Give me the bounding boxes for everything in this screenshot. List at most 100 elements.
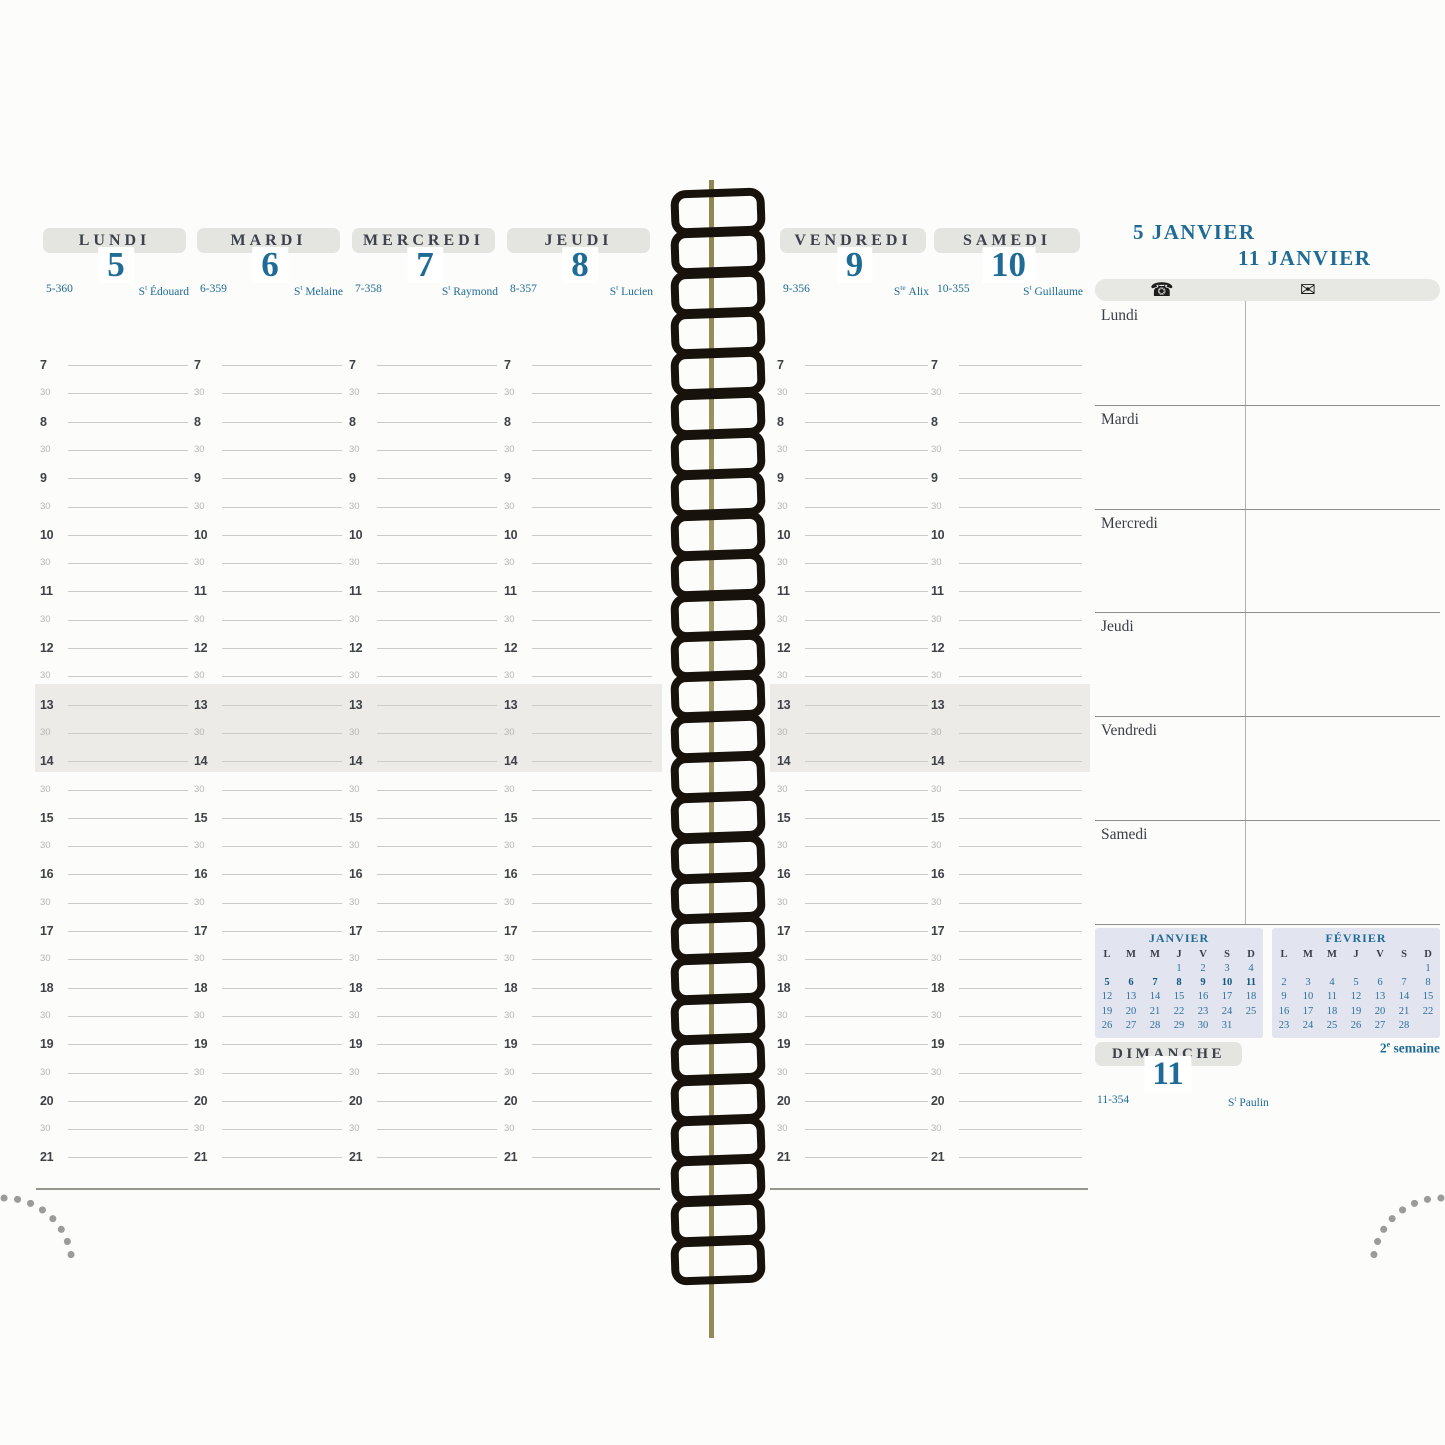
time-slot-line [532, 931, 652, 932]
time-label: 11 [40, 584, 53, 599]
time-label: 30 [40, 1066, 51, 1078]
time-slot: 30 [504, 894, 656, 912]
time-label: 30 [504, 1009, 515, 1021]
day-column-mercredi: MERCREDI 7-358 7 St Raymond 7 30 8 30 9 30 10 30 11 3… [349, 222, 501, 1187]
time-slot: 7 [931, 356, 1086, 374]
time-slot: 30 [40, 1007, 192, 1025]
note-day-label: Vendredi [1101, 722, 1157, 740]
time-grid: 7 30 8 30 9 30 10 30 11 30 12 30 13 30 14 30 15 30 16 30 17 3… [931, 356, 1086, 1186]
time-slot: 30 [504, 1064, 656, 1082]
time-label: 19 [931, 1037, 945, 1052]
time-label: 30 [504, 613, 515, 625]
time-label: 21 [931, 1150, 945, 1165]
time-slot: 19 [349, 1035, 501, 1053]
time-slot-line [68, 449, 188, 451]
time-slot-line [68, 676, 188, 678]
time-slot: 30 [504, 837, 656, 855]
time-slot: 13 [777, 696, 932, 714]
time-label: 12 [777, 641, 791, 655]
time-slot-line [805, 506, 928, 508]
time-slot-line [377, 506, 497, 508]
time-slot: 18 [504, 979, 656, 997]
time-slot-line [959, 676, 1082, 678]
day-header: 8-357 8 St Lucien [504, 247, 656, 311]
time-label: 30 [349, 1123, 360, 1135]
time-grid: 7 30 8 30 9 30 10 30 11 30 12 30 13 30 14 30 15 30 16 30 17 3… [40, 356, 192, 1186]
corner-perforation-dots-left [0, 1194, 76, 1270]
time-slot-line [377, 393, 497, 395]
calendar-cell [1239, 1019, 1263, 1033]
time-slot: 30 [40, 781, 192, 799]
time-slot: 12 [504, 639, 656, 657]
time-label: 30 [40, 726, 51, 738]
week-number-sup: e [1386, 1040, 1391, 1049]
time-slot: 30 [194, 950, 346, 968]
time-label: 30 [349, 613, 360, 625]
time-label: 18 [504, 980, 518, 995]
time-slot: 30 [194, 894, 346, 912]
time-label: 30 [194, 500, 205, 512]
note-day-label: Lundi [1101, 307, 1139, 324]
time-slot-line [222, 449, 342, 451]
day-header: 10-355 10 St Guillaume [931, 247, 1086, 311]
time-label: 30 [40, 670, 51, 682]
calendar-cell: 13 [1374, 991, 1386, 1003]
time-label: 19 [194, 1037, 208, 1052]
mini-calendar-janvier: JANVIER L M M J V S D 1 2 3 4 5 6 7 8 9 10 11 12 13 14 15 16 17 1… [1095, 928, 1263, 1038]
time-label: 21 [349, 1150, 363, 1165]
time-slot-line [805, 619, 928, 621]
time-label: 30 [194, 1066, 205, 1078]
time-slot: 7 [777, 356, 932, 374]
calendar-cell [1296, 962, 1320, 976]
time-slot: 11 [349, 582, 501, 600]
time-slot-line [377, 365, 497, 366]
time-slot: 8 [504, 413, 656, 431]
time-slot: 12 [931, 639, 1086, 657]
mini-calendar-fevrier: FÉVRIER L M M J V S D 1 2 3 4 5 6 7 8 9 10 11 12 13 14 15 16 17 1… [1272, 928, 1440, 1038]
calendar-cell: 1 [1425, 963, 1431, 974]
time-slot: 30 [349, 441, 501, 459]
time-label: 19 [777, 1037, 791, 1052]
time-label: 30 [777, 387, 788, 399]
spiral-spine [709, 180, 714, 1338]
day-number: 7 [407, 247, 443, 283]
time-label: 30 [349, 726, 360, 738]
time-slot: 19 [504, 1035, 656, 1053]
time-slot: 30 [777, 724, 932, 742]
time-slot: 30 [194, 667, 346, 685]
time-slot: 30 [504, 724, 656, 742]
time-label: 30 [777, 726, 788, 738]
time-slot: 30 [777, 611, 932, 629]
time-slot-line [805, 1157, 928, 1159]
calendar-cell: 21 [1398, 1005, 1410, 1017]
time-slot-line [532, 478, 652, 480]
time-slot-line [377, 902, 497, 904]
day-name-label: LUNDI [78, 231, 151, 249]
time-slot: 30 [194, 554, 346, 572]
note-day-label: Jeudi [1101, 618, 1134, 636]
time-slot-line [222, 704, 342, 706]
time-slot-line [805, 449, 928, 451]
calendar-cell: 20 [1125, 1005, 1137, 1017]
time-label: 8 [349, 414, 356, 429]
time-label: 30 [931, 1066, 942, 1078]
time-slot-line [222, 902, 342, 904]
time-slot: 30 [194, 384, 346, 402]
time-slot-line [805, 563, 928, 565]
time-slot-line [959, 902, 1082, 904]
week-number-label: 2e semaine [1330, 1040, 1440, 1057]
time-label: 13 [40, 697, 54, 712]
day-saint: St Lucien [609, 283, 653, 298]
time-label: 13 [931, 697, 945, 712]
time-label: 12 [931, 641, 945, 655]
time-slot-line [377, 534, 497, 536]
time-slot: 16 [931, 865, 1086, 883]
time-slot-line [377, 846, 497, 848]
time-slot-line [222, 1157, 342, 1159]
day-column-samedi: SAMEDI 10-355 10 St Guillaume 7 30 8 30 9 30 10 30 1… [931, 222, 1086, 1187]
time-slot-line [959, 1015, 1082, 1017]
time-slot-line [959, 704, 1082, 706]
time-slot-line [959, 591, 1082, 593]
calendar-day-header: M [1327, 949, 1337, 960]
time-slot-line [959, 732, 1082, 734]
